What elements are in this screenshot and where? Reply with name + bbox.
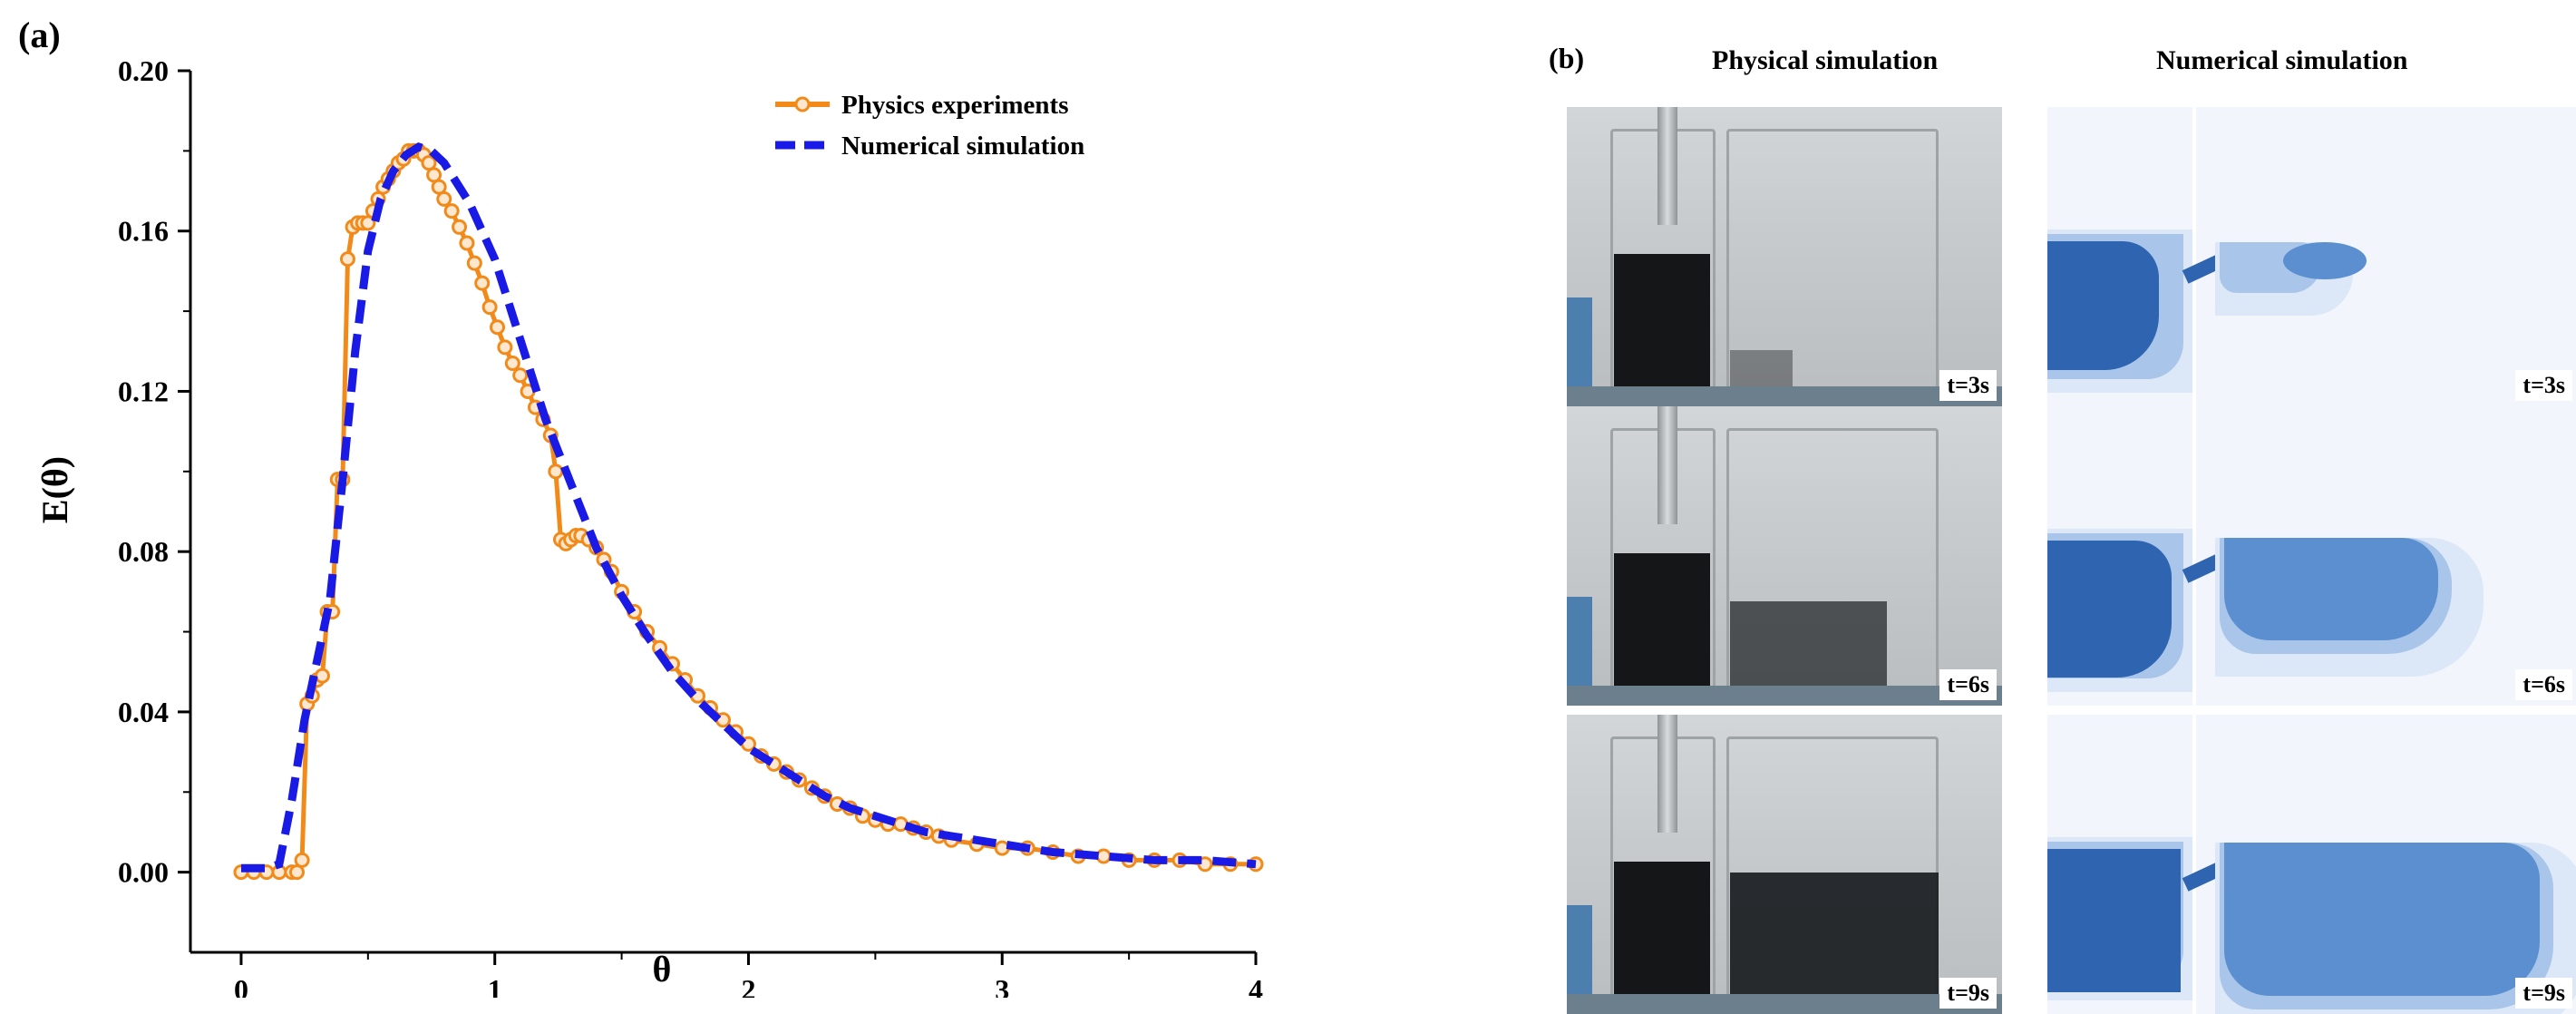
plot-area: 0 1 2 3 4 0.00 0.04 0.08 0.12 0.16 0.20 <box>118 54 1264 998</box>
x-axis-label: θ <box>653 949 672 990</box>
sim-dark-region-right <box>2283 242 2367 279</box>
sim-dark-region-right <box>2224 843 2540 996</box>
x-tick-label: 3 <box>995 973 1009 998</box>
data-point-physics-experiments <box>1095 848 1112 864</box>
data-point-physics-experiments <box>481 299 498 316</box>
panel-b-label: (b) <box>1549 42 1585 74</box>
time-label: t=3s <box>2515 370 2572 401</box>
photo-inlet-pipe <box>1657 107 1677 225</box>
sim-partition-wall <box>2192 715 2196 1014</box>
x-tick-label: 4 <box>1249 973 1263 998</box>
sim-dark-region-left <box>2047 241 2159 370</box>
data-point-physics-experiments <box>497 339 513 356</box>
series-line-numerical-simulation <box>241 141 1257 873</box>
legend-label-experiments: Physics experiments <box>841 91 1069 120</box>
y-tick-label: 0.08 <box>118 535 169 568</box>
time-label: t=9s <box>2515 978 2572 1009</box>
time-label: t=9s <box>1939 978 1997 1009</box>
numerical-simulation-image: t=9s <box>2047 715 2576 1014</box>
x-tick-label: 2 <box>741 973 755 998</box>
sim-partition-wall <box>2192 406 2196 706</box>
y-axis-label: E(θ) <box>34 456 75 523</box>
x-tick-label: 0 <box>234 973 248 998</box>
data-point-physics-experiments <box>294 852 310 868</box>
column-title-numerical: Numerical simulation <box>2156 45 2408 75</box>
photo-base <box>1567 994 2002 1014</box>
photo-dark-water-left <box>1614 254 1710 388</box>
data-point-physics-experiments <box>512 367 529 384</box>
time-label: t=6s <box>1939 669 1997 700</box>
data-point-physics-experiments <box>490 319 506 336</box>
data-point-physics-experiments <box>339 251 355 268</box>
photo-dark-water-left <box>1614 553 1710 687</box>
panel-a-label: (a) <box>18 15 61 55</box>
sim-partition-wall <box>2192 107 2196 406</box>
photo-inlet-pipe <box>1657 715 1677 833</box>
legend-marker-experiments <box>794 96 811 112</box>
data-point-physics-experiments <box>504 356 520 372</box>
photo-dark-water-right <box>1730 873 1939 996</box>
physical-simulation-image: t=3s <box>1567 107 2002 406</box>
data-point-physics-experiments <box>443 203 460 219</box>
photo-dark-water-right <box>1730 601 1887 687</box>
data-point-physics-experiments <box>452 219 468 235</box>
y-tick-label: 0.00 <box>118 856 169 889</box>
y-tick-label: 0.12 <box>118 375 169 407</box>
y-tick-label: 0.16 <box>118 215 169 248</box>
legend-label-numerical: Numerical simulation <box>841 132 1084 161</box>
series-line-physics-experiments <box>241 148 1256 875</box>
y-tick-label: 0.20 <box>118 54 169 87</box>
column-title-physical: Physical simulation <box>1712 45 1939 75</box>
data-point-physics-experiments <box>466 255 482 271</box>
y-tick-label: 0.04 <box>118 696 169 728</box>
data-point-physics-experiments <box>474 275 491 291</box>
numerical-simulation-image: t=3s <box>2047 107 2576 406</box>
data-point-physics-experiments <box>459 235 475 251</box>
legend: Physics experiments Numerical simulation <box>775 91 1084 161</box>
photo-base <box>1567 386 2002 406</box>
panel-b: (b) Physical simulation Numerical simula… <box>1531 25 2576 1014</box>
data-point-physics-experiments <box>548 463 564 480</box>
time-label: t=3s <box>1939 370 1997 401</box>
x-tick-label: 1 <box>488 973 502 998</box>
sim-dark-region-left <box>2047 541 2172 678</box>
time-label: t=6s <box>2515 669 2572 700</box>
physical-simulation-image: t=9s <box>1567 715 2002 1014</box>
numerical-simulation-image: t=6s <box>2047 406 2576 706</box>
photo-dark-water-right <box>1730 350 1793 388</box>
sim-dark-region-right <box>2224 537 2438 640</box>
photo-dark-water-left <box>1614 862 1710 996</box>
data-point-physics-experiments <box>436 190 452 207</box>
photo-base <box>1567 686 2002 706</box>
photo-inlet-pipe <box>1657 406 1677 524</box>
physical-simulation-image: t=6s <box>1567 406 2002 706</box>
data-point-physics-experiments <box>314 668 330 684</box>
chart-panel-a: (a) 0 1 2 3 4 0.00 0.04 0.08 0.12 0.16 0.20 E(θ) θ… <box>18 15 1264 998</box>
sim-dark-region-left <box>2047 849 2181 992</box>
